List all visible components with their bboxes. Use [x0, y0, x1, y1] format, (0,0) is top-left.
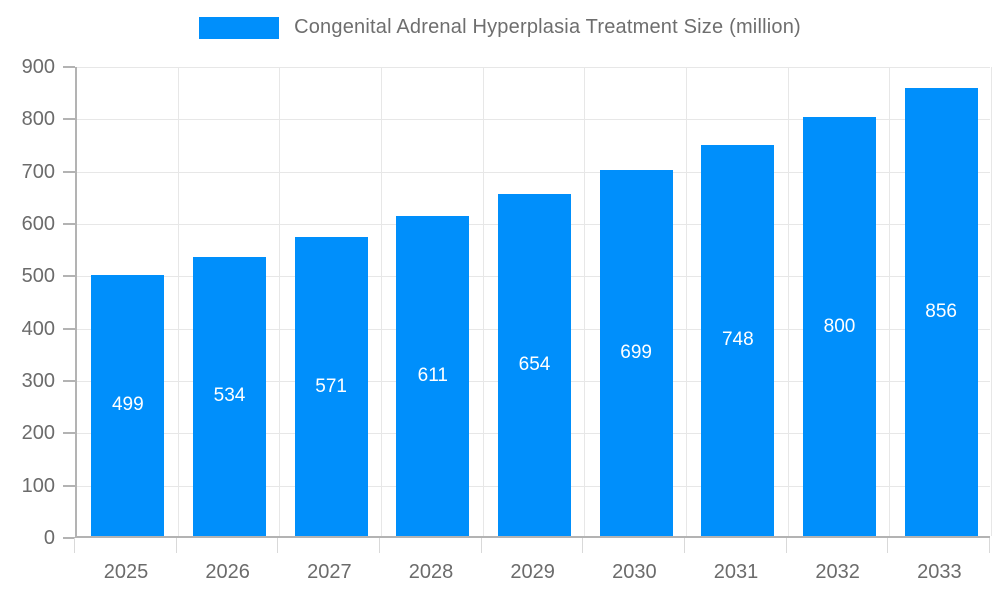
x-axis-label: 2031 [713, 561, 759, 583]
y-gridline [77, 67, 990, 68]
chart-legend[interactable]: Congenital Adrenal Hyperplasia Treatment… [0, 16, 1000, 39]
legend-swatch[interactable] [199, 16, 280, 39]
y-axis-tick [63, 484, 75, 487]
bar-value-label: 699 [620, 342, 652, 364]
y-axis-label: 400 [21, 317, 55, 340]
y-axis-tick [63, 66, 75, 68]
y-axis-tick [63, 275, 75, 278]
y-axis-label: 600 [21, 213, 55, 235]
bar-2028[interactable]: 611 [396, 216, 470, 536]
x-axis-tick [379, 538, 380, 553]
y-axis-tick [63, 170, 75, 173]
x-axis-tick [277, 538, 279, 553]
x-gridline [381, 67, 382, 536]
x-gridline [991, 67, 992, 536]
bar-2030[interactable]: 699 [599, 170, 673, 536]
x-gridline [279, 67, 281, 536]
y-axis-tick [63, 380, 75, 382]
bar-2029[interactable]: 654 [498, 193, 571, 536]
plot-area: 499 534 571 611 654 699 748 800 856 [75, 67, 992, 538]
bar-2027[interactable]: 571 [294, 237, 368, 536]
x-axis-tick [684, 538, 685, 553]
y-axis-label: 900 [21, 56, 55, 78]
y-axis-label: 0 [43, 527, 55, 549]
bar-value-label: 800 [823, 315, 856, 337]
bar-2033[interactable]: 856 [904, 88, 978, 536]
x-axis-tick [582, 538, 584, 553]
x-axis-label: 2028 [408, 561, 454, 583]
y-axis-label: 100 [21, 474, 55, 497]
x-gridline [482, 67, 484, 536]
bar-value-label: 534 [213, 385, 246, 407]
x-axis-label: 2025 [103, 561, 149, 583]
bar-value-label: 571 [315, 375, 347, 397]
y-gridline [77, 171, 990, 173]
y-axis-tick [63, 223, 75, 225]
y-axis-label: 500 [21, 265, 55, 288]
bar-2031[interactable]: 748 [701, 144, 775, 536]
y-axis-label: 200 [21, 422, 55, 445]
x-axis-tick [785, 538, 787, 553]
y-axis-tick [63, 327, 75, 330]
bar-2032[interactable]: 800 [803, 117, 876, 536]
x-gridline [787, 67, 789, 536]
x-axis-label: 2027 [307, 561, 352, 583]
x-axis-label: 2033 [917, 561, 962, 583]
bar-value-label: 748 [721, 329, 754, 351]
bar-value-label: 654 [518, 353, 551, 375]
x-axis-label: 2032 [815, 561, 860, 583]
bar-2026[interactable]: 534 [193, 256, 266, 536]
bar-value-label: 499 [111, 394, 144, 416]
x-axis-label: 2026 [205, 561, 250, 583]
y-gridline [77, 119, 990, 121]
x-gridline [584, 67, 586, 536]
x-gridline [889, 67, 891, 536]
x-axis-tick [74, 538, 75, 553]
x-axis-tick [887, 538, 889, 553]
x-axis-tick [480, 538, 482, 553]
y-axis-label: 700 [21, 160, 55, 183]
bar-value-label: 856 [925, 301, 957, 323]
y-axis-label: 300 [21, 370, 55, 392]
x-axis-label: 2029 [510, 561, 555, 583]
bar-2025[interactable]: 499 [91, 274, 165, 536]
bar-value-label: 611 [417, 365, 448, 387]
x-gridline [177, 67, 179, 536]
chart-title: Congenital Adrenal Hyperplasia Treatment… [294, 16, 801, 38]
y-axis-tick [63, 537, 75, 539]
y-axis-tick [63, 432, 75, 435]
y-axis-label: 800 [21, 108, 55, 131]
y-axis-tick [63, 118, 75, 121]
x-axis-label: 2030 [612, 561, 657, 583]
x-axis-tick [175, 538, 177, 553]
x-gridline [686, 67, 687, 536]
x-axis-tick [989, 538, 990, 553]
